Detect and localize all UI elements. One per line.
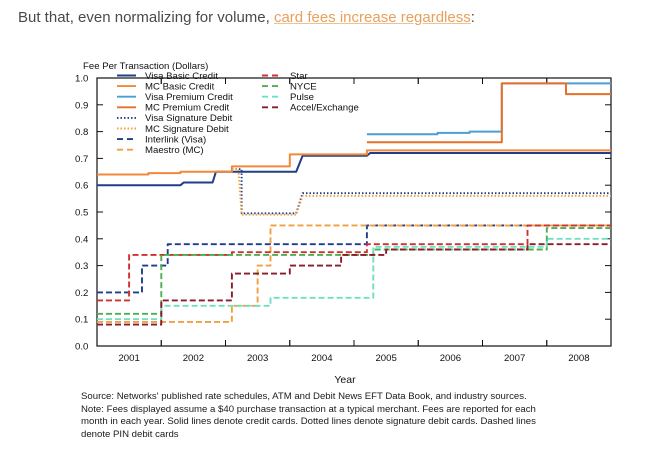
series-line-mc-premium-credit [366,82,611,144]
series-line-visa-premium-credit [366,82,611,136]
legend-label: Visa Premium Credit [145,92,233,103]
intro-prefix: But that, even normalizing for volume, [18,9,274,26]
source-note: Source: Networks' published rate schedul… [81,391,626,441]
x-tick-label: 2006 [440,353,461,364]
series-line-visa-basic-credit [97,152,611,187]
legend-label: Pulse [290,92,314,103]
chart-title: Fee Per Transaction (Dollars) [83,61,208,72]
legend-label: MC Basic Credit [145,81,215,92]
x-tick-label: 2005 [375,353,396,364]
y-tick-label: 0.9 [75,100,88,111]
series-line-pulse [97,237,611,321]
legend-label: MC Premium Credit [145,103,230,114]
y-tick-label: 0.4 [75,234,89,245]
note-line: month in each year. Solid lines denote c… [81,416,536,428]
y-tick-label: 1.0 [75,74,88,85]
y-tick-label: 0.7 [75,154,88,165]
series-line-interlink-visa [97,224,611,294]
note-line: Note: Fees displayed assume a $40 purcha… [81,403,536,415]
y-tick-label: 0.1 [75,315,88,326]
series-line-maestro-mc [97,224,611,323]
x-tick-label: 2001 [118,353,139,364]
y-tick-label: 0.3 [75,261,88,272]
intro-sentence: But that, even normalizing for volume, c… [18,9,475,26]
legend-label: Interlink (Visa) [145,134,206,145]
source-line: Source: Networks' published rate schedul… [81,391,527,402]
legend-label: Visa Basic Credit [145,71,218,82]
y-tick-label: 0.6 [75,181,88,192]
series-line-accel-exchange [97,243,611,326]
x-tick-label: 2004 [311,353,333,364]
x-axis-label: Year [334,374,356,386]
intro-suffix: : [470,9,475,26]
x-tick-label: 2007 [504,353,525,364]
x-tick-label: 2008 [568,353,589,364]
y-tick-label: 0.8 [75,127,88,138]
series-line-mc-signature-debit [231,168,611,216]
note-line: denote PIN debit cards [81,428,179,440]
x-tick-label: 2002 [183,353,204,364]
series-line-visa-signature-debit [231,168,611,215]
y-tick-label: 0.0 [75,342,88,353]
card-fees-link[interactable]: card fees increase regardless [273,9,471,26]
legend-label: Visa Signature Debit [145,113,233,124]
legend-label: Accel/Exchange [290,103,359,114]
y-tick-label: 0.2 [75,288,88,299]
series-line-star [97,224,611,302]
legend-label: Star [290,71,308,82]
series-line-mc-basic-credit [97,149,611,176]
y-tick-label: 0.5 [75,208,88,219]
legend-label: NYCE [290,81,317,92]
legend-label: Maestro (MC) [145,145,204,156]
x-tick-label: 2003 [247,353,268,364]
legend-label: MC Signature Debit [145,124,229,135]
